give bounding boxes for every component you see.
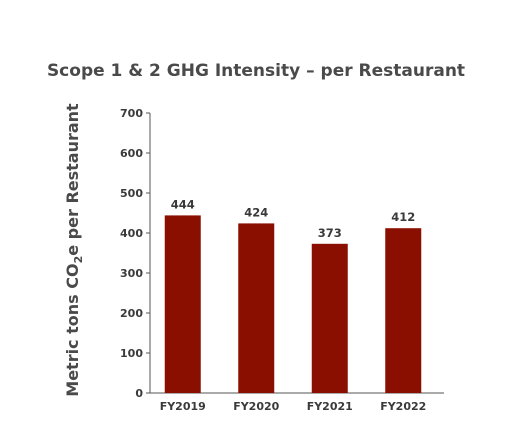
bar xyxy=(164,215,201,393)
bar-data-label: 424 xyxy=(244,205,268,219)
chart-title: Scope 1 & 2 GHG Intensity – per Restaura… xyxy=(47,61,465,81)
bar-data-label: 373 xyxy=(318,226,342,240)
y-tick-label: 600 xyxy=(120,147,143,160)
bar-data-label: 444 xyxy=(171,197,195,211)
bar xyxy=(385,228,422,393)
x-tick-label: FY2020 xyxy=(233,400,279,413)
bars: 444 424 373 412 xyxy=(164,197,422,393)
bar xyxy=(238,223,275,393)
y-tick-label: 0 xyxy=(135,387,143,400)
y-tick-label: 500 xyxy=(120,187,143,200)
y-axis-label-part-2: e per Restaurant xyxy=(63,103,82,256)
y-axis: 0 100 200 300 400 500 600 700 xyxy=(120,107,151,400)
y-axis-label-part-1: Metric tons CO xyxy=(63,263,82,396)
bar-data-label: 412 xyxy=(391,210,415,224)
y-axis-label-subscript: 2 xyxy=(72,256,85,264)
y-tick-label: 700 xyxy=(120,107,143,120)
x-axis: FY2019 FY2020 FY2021 FY2022 xyxy=(150,392,444,413)
y-tick-label: 100 xyxy=(120,347,143,360)
x-tick-label: FY2019 xyxy=(160,400,206,413)
bar xyxy=(311,243,348,393)
x-tick-label: FY2022 xyxy=(380,400,426,413)
y-tick-label: 300 xyxy=(120,267,143,280)
x-tick-label: FY2021 xyxy=(307,400,353,413)
y-tick-label: 400 xyxy=(120,227,143,240)
y-tick-label: 200 xyxy=(120,307,143,320)
y-axis-label: Metric tons CO2e per Restaurant xyxy=(63,103,85,397)
